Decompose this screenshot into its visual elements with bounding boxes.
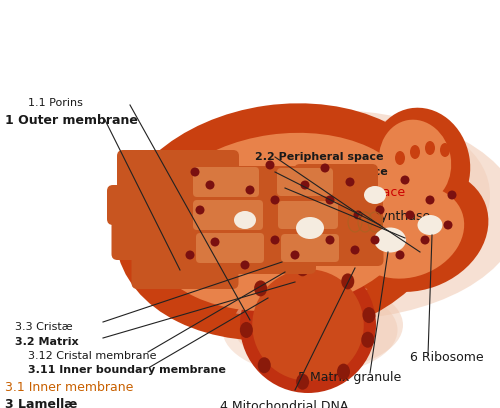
FancyBboxPatch shape: [214, 236, 316, 274]
Text: 3.1 Inner membrane: 3.1 Inner membrane: [5, 381, 134, 395]
Ellipse shape: [342, 273, 354, 289]
Circle shape: [376, 206, 384, 215]
Circle shape: [400, 175, 409, 184]
FancyBboxPatch shape: [208, 201, 312, 239]
Ellipse shape: [364, 186, 386, 204]
Circle shape: [266, 160, 274, 169]
Ellipse shape: [290, 120, 490, 270]
Circle shape: [240, 257, 376, 393]
Circle shape: [326, 195, 334, 204]
FancyBboxPatch shape: [117, 150, 239, 190]
Ellipse shape: [342, 168, 488, 292]
Ellipse shape: [254, 280, 267, 296]
Text: 2 Intermembrane space: 2 Intermembrane space: [255, 186, 405, 199]
Ellipse shape: [382, 168, 438, 233]
Ellipse shape: [233, 281, 403, 369]
Circle shape: [186, 251, 194, 259]
Ellipse shape: [337, 364, 350, 379]
Ellipse shape: [222, 285, 398, 375]
FancyBboxPatch shape: [112, 220, 238, 260]
Ellipse shape: [352, 185, 464, 279]
Circle shape: [426, 195, 434, 204]
Ellipse shape: [362, 332, 374, 348]
Ellipse shape: [418, 215, 442, 235]
Ellipse shape: [362, 307, 376, 323]
FancyBboxPatch shape: [107, 185, 237, 225]
Circle shape: [448, 191, 456, 200]
FancyBboxPatch shape: [293, 197, 383, 233]
Circle shape: [240, 260, 250, 270]
Circle shape: [350, 246, 360, 255]
Text: 4 Mitochondrial DNA: 4 Mitochondrial DNA: [220, 400, 348, 408]
Text: 1.1 Porins: 1.1 Porins: [28, 98, 82, 108]
Ellipse shape: [296, 260, 309, 276]
Circle shape: [246, 186, 254, 195]
FancyBboxPatch shape: [278, 201, 338, 229]
Circle shape: [210, 237, 220, 246]
Circle shape: [320, 164, 330, 173]
Ellipse shape: [131, 114, 439, 326]
Circle shape: [270, 195, 280, 204]
FancyBboxPatch shape: [132, 251, 238, 289]
Text: 3.11 Inner boundary membrane: 3.11 Inner boundary membrane: [28, 365, 226, 375]
Ellipse shape: [296, 217, 324, 239]
Text: 1 Outer membrane: 1 Outer membrane: [5, 114, 138, 127]
Text: 6 Ribosome: 6 Ribosome: [410, 351, 484, 364]
Circle shape: [290, 251, 300, 259]
Ellipse shape: [440, 143, 450, 157]
Circle shape: [270, 235, 280, 244]
Text: 7 ATP synthase: 7 ATP synthase: [335, 210, 430, 223]
Text: 3 Lamellæ: 3 Lamellæ: [5, 398, 78, 408]
FancyBboxPatch shape: [294, 164, 378, 200]
Circle shape: [444, 220, 452, 229]
Circle shape: [420, 235, 430, 244]
FancyBboxPatch shape: [193, 200, 263, 230]
Circle shape: [346, 177, 354, 186]
FancyBboxPatch shape: [196, 233, 264, 263]
Circle shape: [396, 251, 404, 259]
Ellipse shape: [379, 120, 451, 204]
Text: 2.2 Peripheral space: 2.2 Peripheral space: [255, 152, 384, 162]
FancyBboxPatch shape: [193, 167, 259, 197]
Ellipse shape: [395, 151, 405, 165]
Ellipse shape: [296, 374, 309, 390]
Circle shape: [196, 206, 204, 215]
Ellipse shape: [140, 110, 500, 320]
Circle shape: [354, 211, 362, 220]
Text: 3.3 Cristæ: 3.3 Cristæ: [15, 322, 72, 333]
Circle shape: [300, 180, 310, 189]
Circle shape: [406, 211, 414, 220]
Ellipse shape: [425, 141, 435, 155]
Ellipse shape: [240, 322, 253, 338]
Ellipse shape: [234, 211, 256, 229]
Circle shape: [370, 235, 380, 244]
Ellipse shape: [147, 133, 417, 311]
Text: 3.12 Cristal membrane: 3.12 Cristal membrane: [28, 351, 156, 361]
Text: 2.1 Intracristal space: 2.1 Intracristal space: [255, 167, 388, 177]
Ellipse shape: [370, 108, 470, 222]
Text: 3.2 Matrix: 3.2 Matrix: [15, 337, 78, 347]
Circle shape: [326, 235, 334, 244]
FancyBboxPatch shape: [208, 166, 308, 204]
Circle shape: [206, 180, 214, 189]
Ellipse shape: [374, 228, 406, 253]
FancyBboxPatch shape: [296, 230, 384, 266]
Text: 5 Matrix granule: 5 Matrix granule: [298, 371, 401, 384]
Ellipse shape: [410, 145, 420, 159]
Circle shape: [190, 168, 200, 177]
FancyBboxPatch shape: [277, 168, 333, 196]
FancyBboxPatch shape: [281, 234, 339, 262]
Circle shape: [252, 269, 364, 381]
Ellipse shape: [258, 357, 270, 373]
